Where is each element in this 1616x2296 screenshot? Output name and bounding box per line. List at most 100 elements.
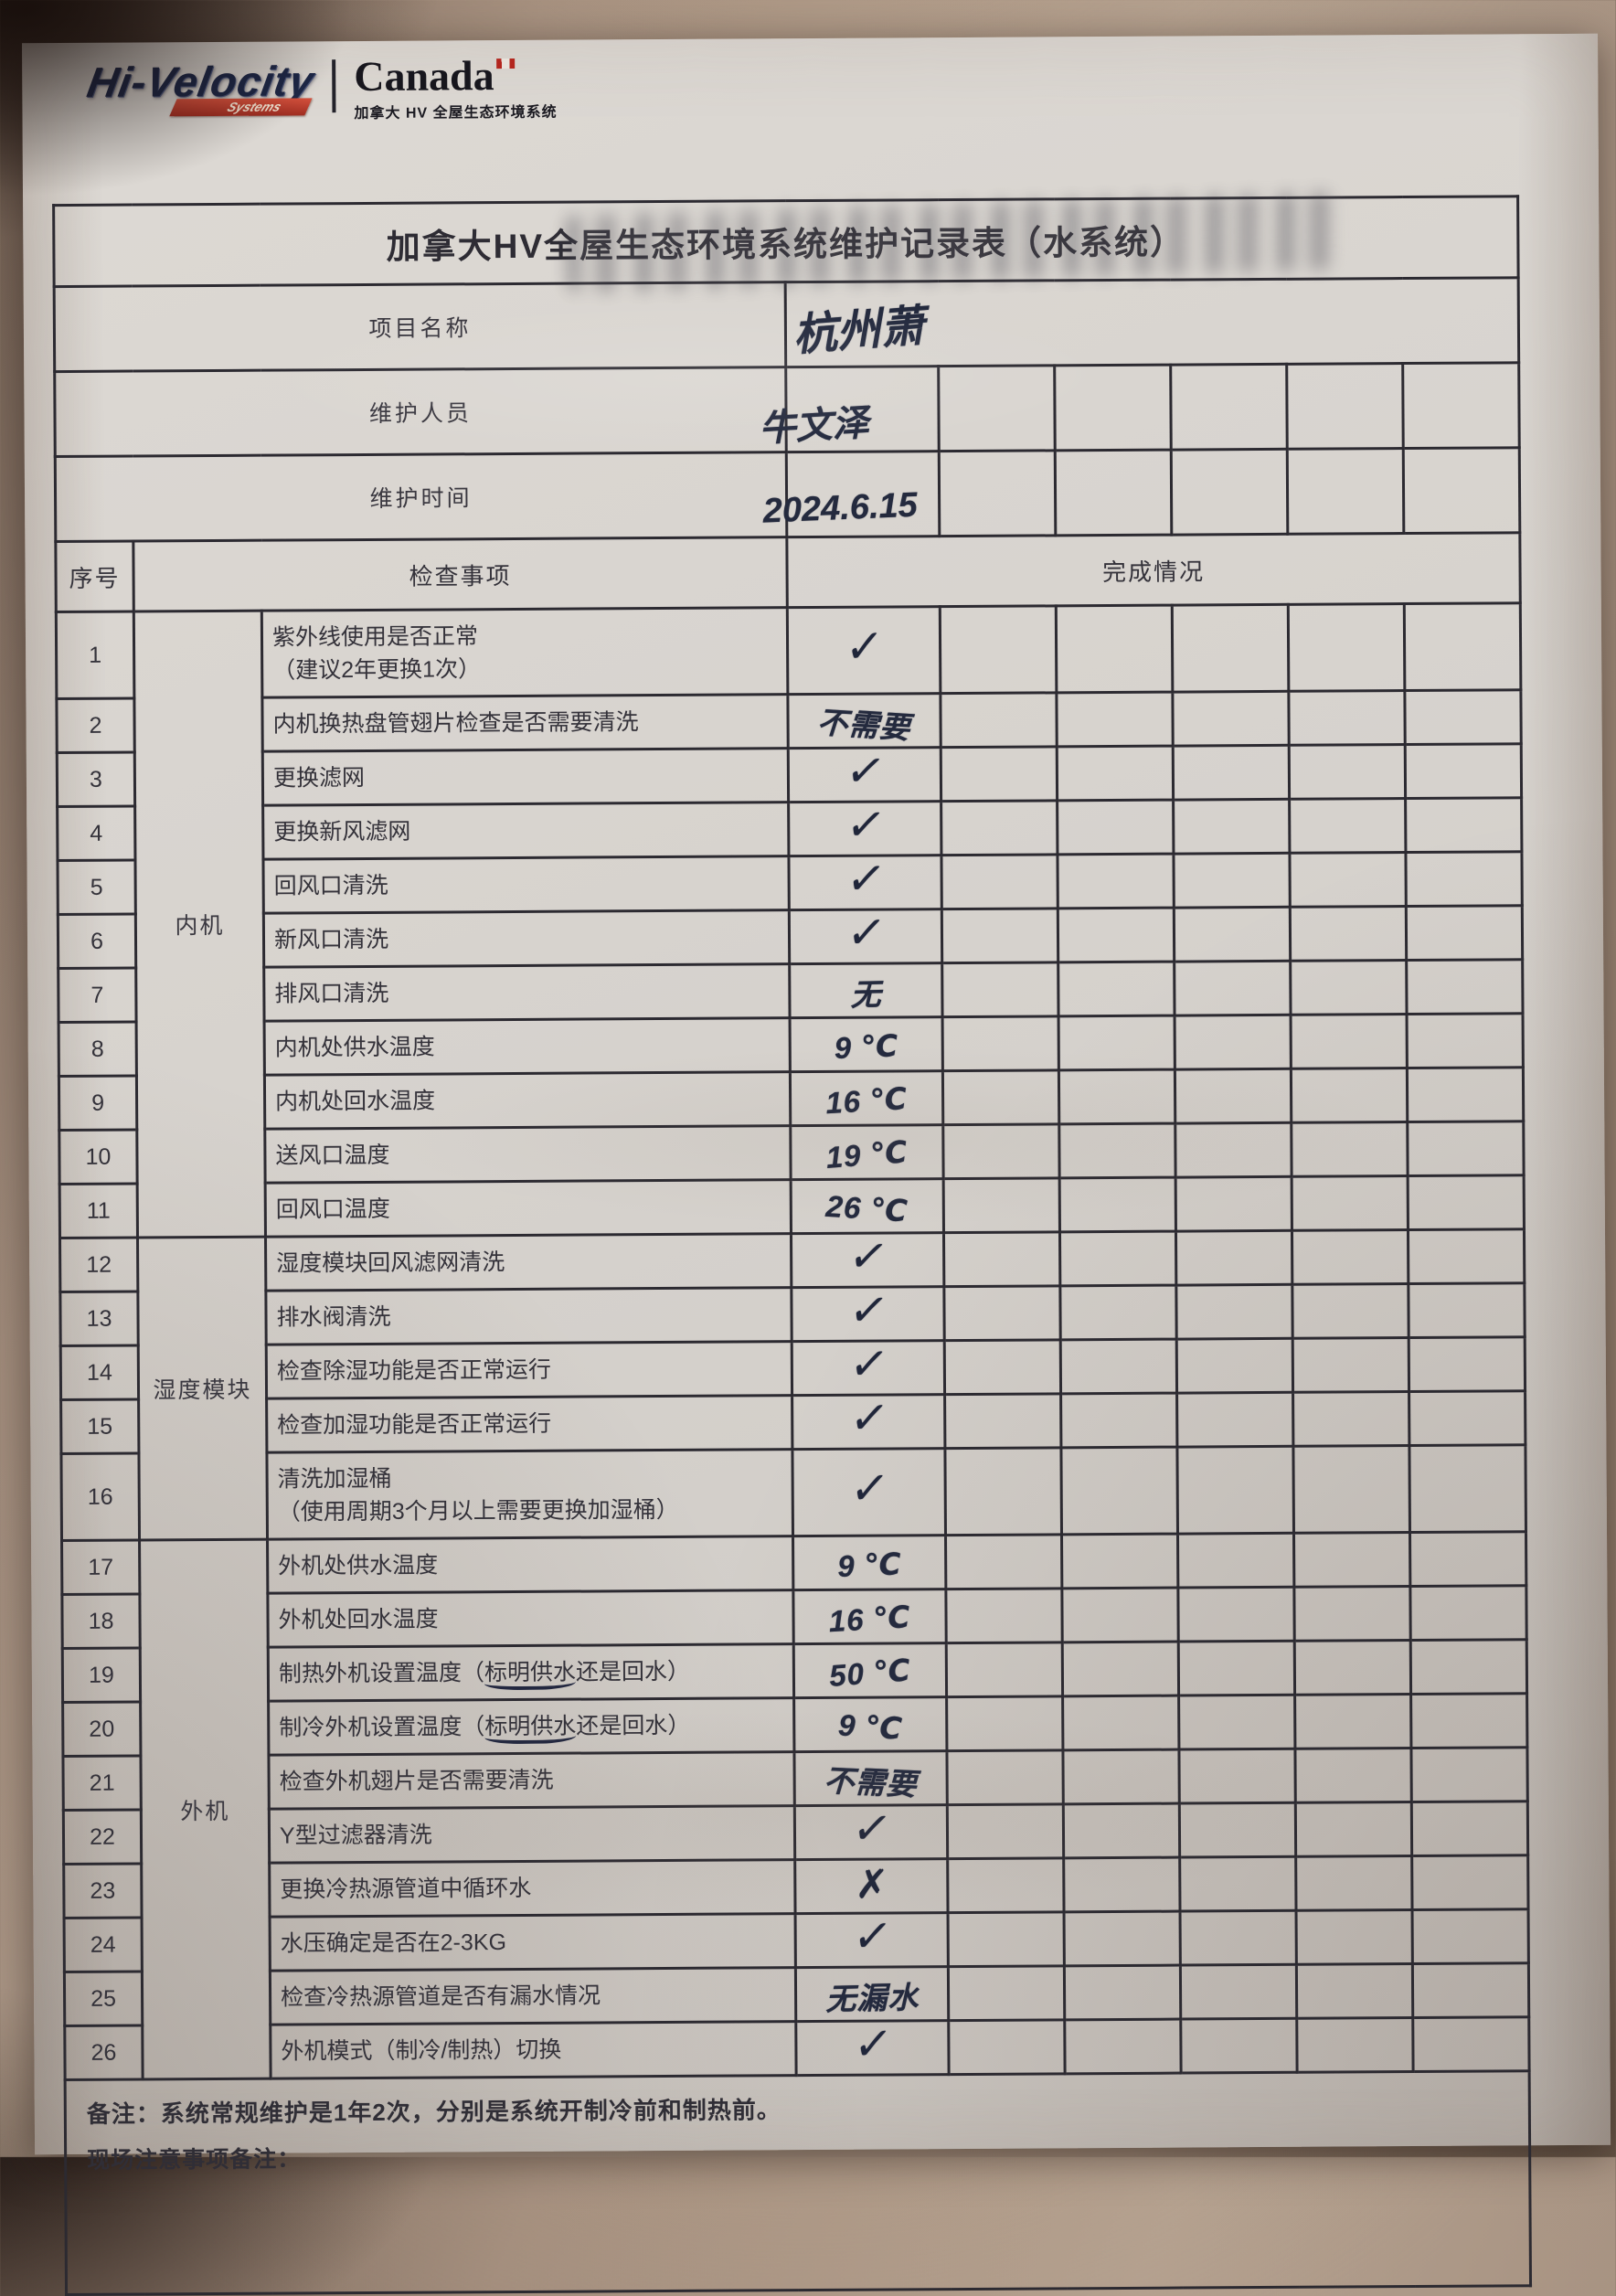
- empty-status-cell: [1407, 1067, 1524, 1122]
- table-row: 10 送风口温度 19 ℃: [58, 1121, 1525, 1185]
- empty-status-cell: [1296, 2017, 1414, 2073]
- item-text: 回风口清洗: [273, 872, 388, 899]
- completion-cell: 16 ℃: [790, 1070, 943, 1126]
- empty-status-cell: [942, 1015, 1059, 1071]
- empty-status-cell: [1291, 1014, 1408, 1069]
- maintenance-date-row: 维护时间 2024.6.15: [55, 447, 1520, 542]
- empty-status-cell: [1059, 1177, 1176, 1232]
- row-number-cell: 20: [62, 1702, 141, 1757]
- item-text: 制热外机设置温度（标明供水还是回水）: [279, 1654, 783, 1691]
- completion-mark: ✓: [841, 746, 889, 797]
- empty-status-cell: [1409, 1444, 1526, 1533]
- empty-status-cell: [1175, 1176, 1292, 1232]
- empty-status-cell: [1175, 1068, 1292, 1124]
- item-cell: 更换滤网: [262, 748, 789, 806]
- completion-cell: ✓: [791, 1232, 944, 1288]
- empty-status-cell: [1296, 1963, 1413, 2019]
- row-number: 16: [87, 1483, 113, 1510]
- row-number-cell: 25: [64, 1972, 143, 2026]
- item-text: 更换滤网: [272, 764, 366, 792]
- row-number-cell: 12: [59, 1238, 138, 1292]
- row-number-cell: 15: [60, 1399, 139, 1454]
- note-line-1: 备注：系统常规维护是1年2次，分别是系统开制冷前和制热前。: [86, 2096, 781, 2128]
- empty-status-cell: [940, 605, 1057, 694]
- table-row: 25 检查冷热源管道是否有漏水情况 无漏水: [64, 1962, 1529, 2026]
- empty-status-cell: [1406, 959, 1524, 1015]
- empty-status-cell: [1410, 1747, 1528, 1802]
- row-number-cell: 6: [58, 914, 136, 969]
- canada-flag-icon: [496, 58, 516, 69]
- empty-status-cell: [948, 2019, 1066, 2075]
- project-name-handwriting: 杭州萧: [791, 302, 927, 361]
- empty-status-cell: [1173, 799, 1290, 855]
- empty-status-cell: [1408, 1228, 1525, 1284]
- completion-mark: ✓: [851, 2019, 895, 2070]
- empty-status-cell: [1294, 1748, 1412, 1803]
- empty-cell: [938, 365, 1056, 452]
- empty-status-cell: [1172, 691, 1290, 747]
- table-row: 1 内机 紫外线使用是否正常 （建议2年更换1次） ✓: [56, 602, 1521, 1238]
- empty-cell: [939, 450, 1056, 537]
- empty-status-cell: [1177, 1533, 1294, 1589]
- group-cell: 外机: [139, 1539, 271, 2080]
- empty-status-cell: [1404, 602, 1521, 691]
- table-row: 14 检查除湿功能是否正常运行 ✓: [60, 1336, 1526, 1400]
- row-number-cell: 21: [62, 1756, 142, 1811]
- empty-status-cell: [941, 800, 1058, 856]
- empty-status-cell: [1064, 1965, 1181, 2020]
- row-number: 18: [88, 1608, 114, 1634]
- empty-status-cell: [1412, 1962, 1529, 2018]
- empty-status-cell: [945, 1588, 1063, 1643]
- empty-status-cell: [1412, 2016, 1530, 2072]
- empty-status-cell: [1292, 1283, 1409, 1339]
- empty-cell: [1171, 449, 1288, 536]
- empty-cell: [1286, 363, 1404, 450]
- item-cell: 制热外机设置温度（标明供水还是回水）: [268, 1643, 794, 1702]
- item-cell: 内机换热盘管翅片检查是否需要清洗: [261, 694, 789, 752]
- completion-cell: 不需要: [793, 1750, 948, 1806]
- row-number: 6: [90, 928, 104, 954]
- empty-status-cell: [1411, 1801, 1528, 1856]
- empty-status-cell: [1175, 1015, 1292, 1070]
- status-column-header: 完成情况: [786, 532, 1521, 608]
- empty-status-cell: [1407, 1121, 1525, 1176]
- table-row: 16 清洗加湿桶 （使用周期3个月以上需要更换加湿桶） ✓: [60, 1444, 1526, 1541]
- row-number-cell: 8: [58, 1022, 137, 1077]
- empty-status-cell: [941, 908, 1058, 963]
- empty-status-cell: [1407, 1013, 1524, 1068]
- item-cell: 水压确定是否在2-3KG: [270, 1913, 796, 1972]
- row-number-cell: 4: [57, 806, 135, 861]
- item-cell: 检查除湿功能是否正常运行: [266, 1341, 792, 1399]
- row-number: 14: [86, 1359, 112, 1386]
- logo-divider: [332, 59, 336, 113]
- row-number-cell: 7: [58, 968, 137, 1023]
- group-cell: 内机: [133, 611, 266, 1238]
- item-text: 检查加湿功能是否正常运行: [277, 1410, 552, 1439]
- empty-status-cell: [1058, 1069, 1175, 1124]
- empty-status-cell: [1291, 1121, 1409, 1177]
- empty-status-cell: [1405, 851, 1523, 907]
- table-row: 6 新风口清洗 ✓: [58, 905, 1523, 969]
- item-text: 内机换热盘管翅片检查是否需要清洗: [272, 709, 639, 738]
- item-text: 外机处回水温度: [278, 1606, 439, 1633]
- empty-status-cell: [1289, 798, 1406, 854]
- empty-status-cell: [1177, 1587, 1295, 1642]
- table-row: 21 检查外机翅片是否需要清洗 不需要: [62, 1747, 1528, 1811]
- empty-status-cell: [1173, 745, 1290, 801]
- empty-status-cell: [1295, 1802, 1412, 1857]
- empty-status-cell: [1180, 2018, 1298, 2074]
- empty-status-cell: [947, 1803, 1064, 1859]
- item-text: 检查冷热源管道是否有漏水情况: [280, 1982, 601, 2011]
- empty-status-cell: [1292, 1175, 1409, 1231]
- completion-mark: ✓: [845, 1286, 892, 1336]
- form-title: 加拿大HV全屋生态环境系统维护记录表（水系统）: [386, 223, 1186, 266]
- item-cell: 制冷外机设置温度（标明供水还是回水）: [268, 1697, 794, 1756]
- empty-status-cell: [1293, 1532, 1410, 1588]
- empty-status-cell: [941, 854, 1058, 909]
- table-row: 2 内机换热盘管翅片检查是否需要清洗 不需要: [56, 689, 1522, 753]
- empty-status-cell: [1056, 692, 1174, 747]
- table-row: 17 外机 外机处供水温度 9 ℃: [61, 1531, 1526, 2080]
- maintenance-date-label: 维护时间: [55, 452, 787, 542]
- empty-status-cell: [945, 1534, 1062, 1589]
- completion-cell: 50 ℃: [793, 1642, 947, 1698]
